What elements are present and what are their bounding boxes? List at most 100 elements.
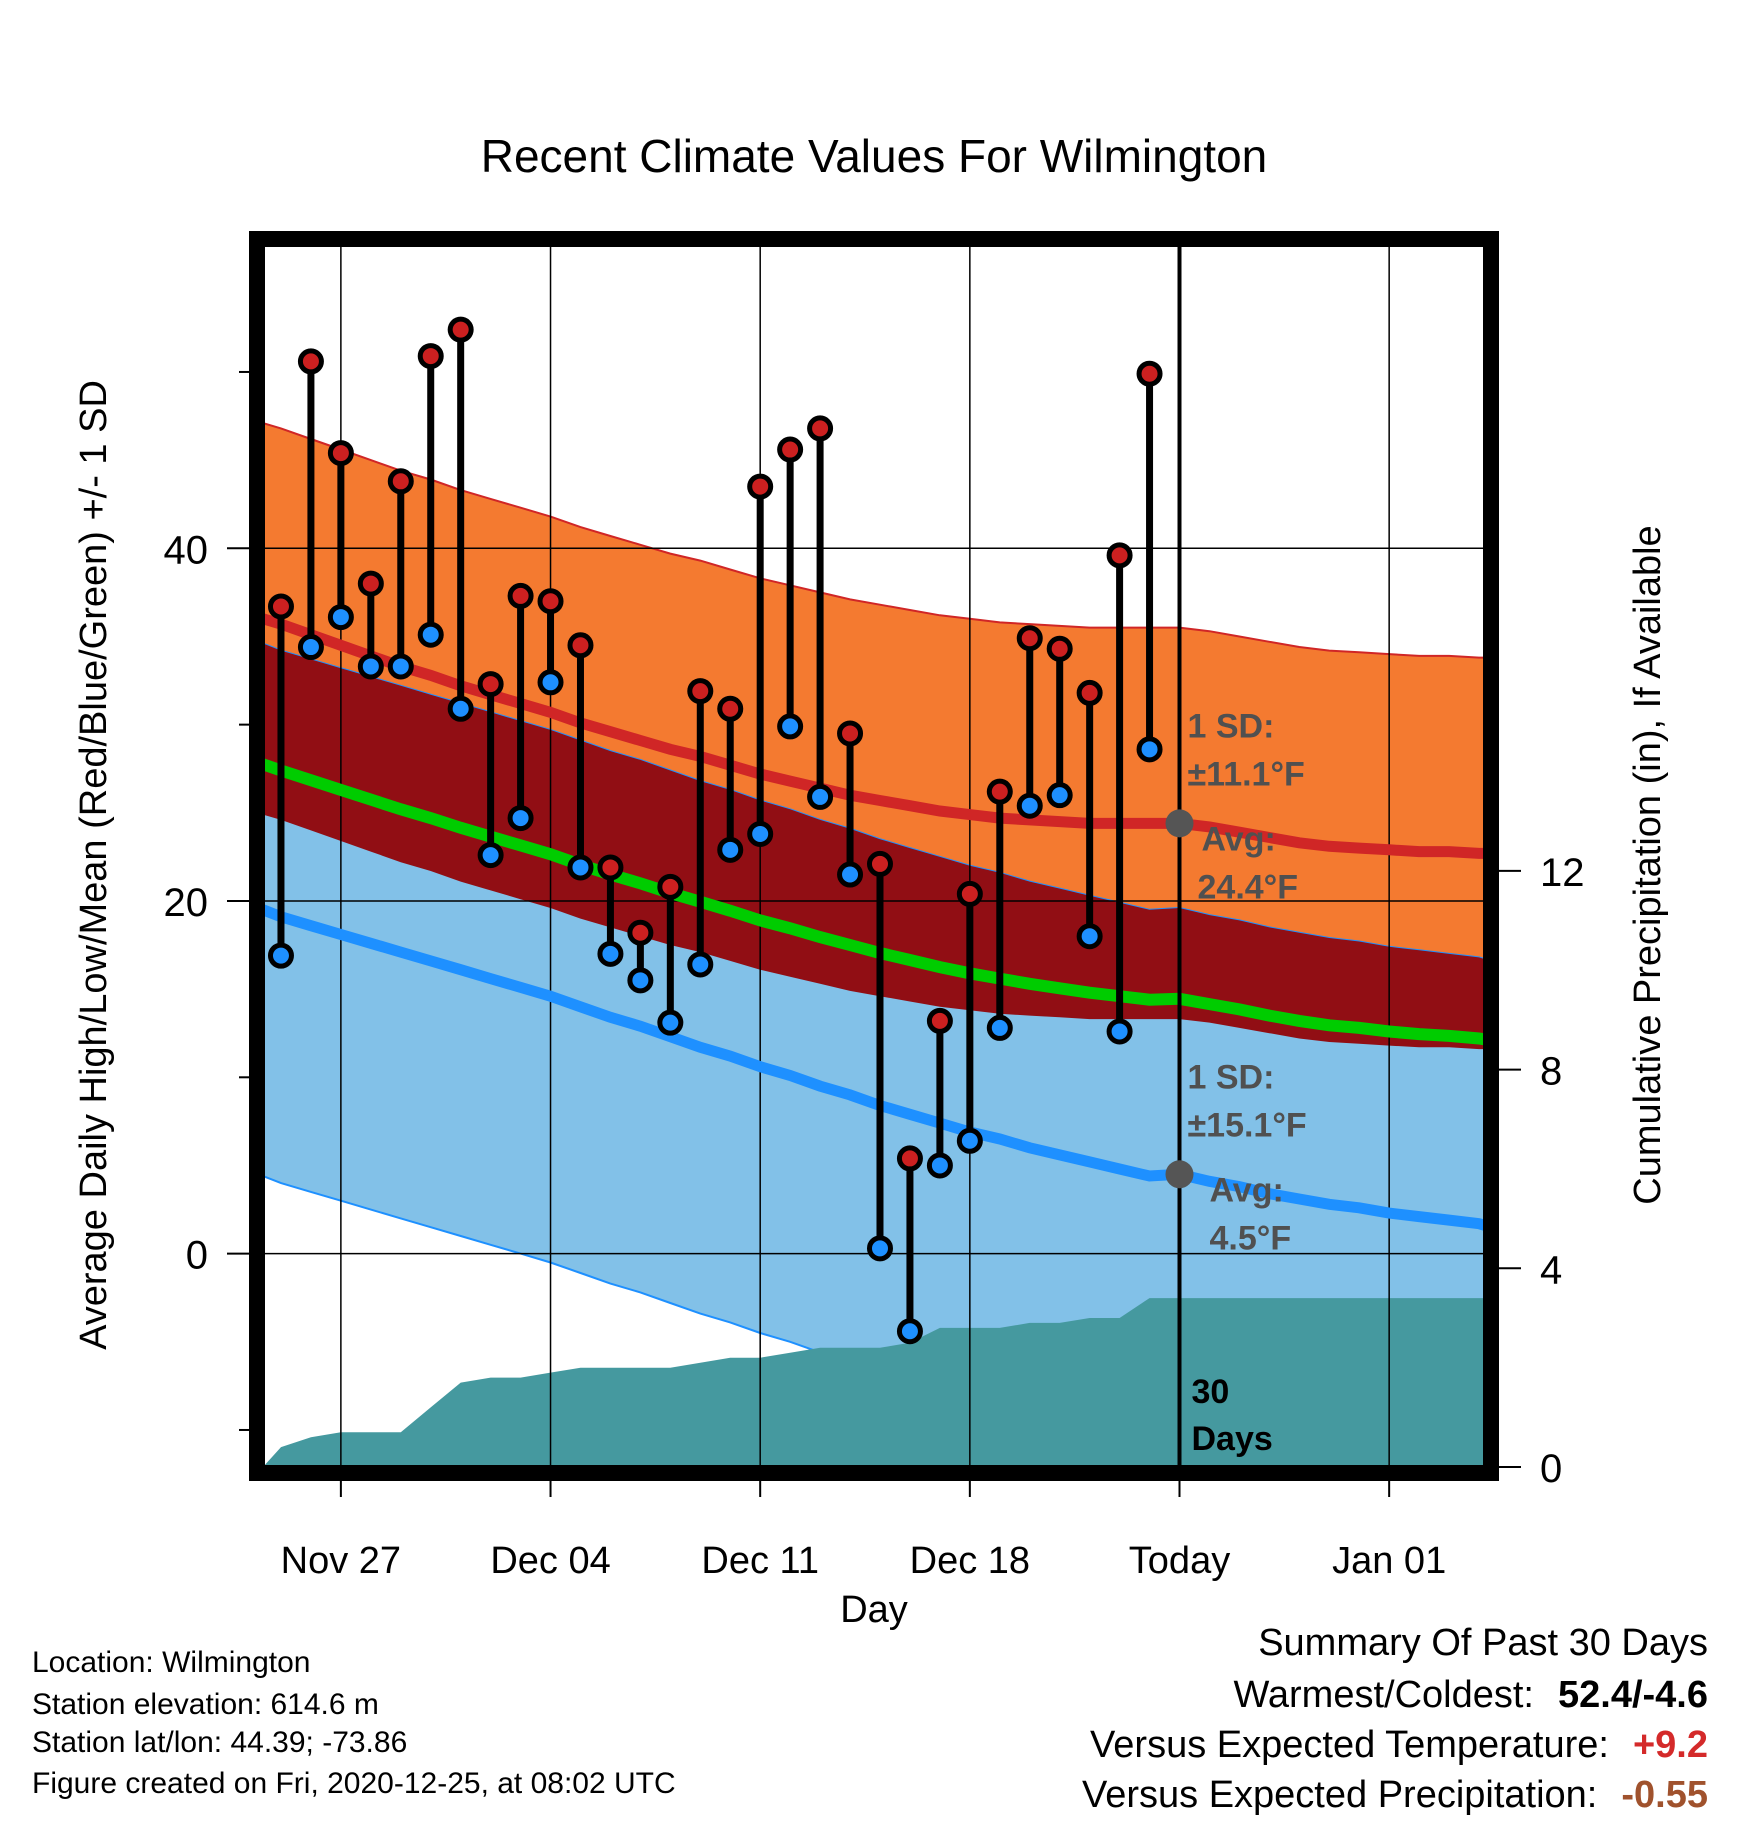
- observed-high-point: [597, 854, 624, 881]
- summary-precipitation: Versus Expected Precipitation: -0.55: [1082, 1776, 1708, 1814]
- x-axis-label: Day: [840, 1589, 908, 1631]
- summary-warm-cold: Warmest/Coldest: 52.4/-4.6: [1233, 1676, 1708, 1714]
- observed-high-point: [1136, 360, 1163, 387]
- observed-high-point: [657, 873, 684, 900]
- x-tick-label: Dec 11: [701, 1540, 819, 1582]
- y2-tick-label: 8: [1540, 1050, 1562, 1094]
- observed-low-point: [567, 854, 594, 881]
- observed-low-point: [597, 940, 624, 967]
- y-axis-ticks: 0 20 40: [164, 370, 249, 1431]
- observed-low-point: [357, 653, 384, 680]
- observed-low-point: [986, 1014, 1013, 1041]
- observed-high-point: [956, 880, 983, 907]
- observed-high-point: [477, 671, 504, 698]
- x-tick-label: Today: [1129, 1540, 1230, 1582]
- low-avg-label: Avg:: [1210, 1171, 1284, 1209]
- observed-low-point: [477, 842, 504, 869]
- observed-high-point: [687, 678, 714, 705]
- observed-low-point: [387, 653, 414, 680]
- observed-high-point: [327, 440, 354, 467]
- observed-high-point: [627, 919, 654, 946]
- observed-range-bars: [267, 316, 1163, 1345]
- observed-low-point: [327, 604, 354, 631]
- y-tick-label: 20: [164, 881, 209, 925]
- observed-low-point: [1076, 923, 1103, 950]
- observed-high-point: [1016, 625, 1043, 652]
- observed-high-point: [507, 582, 534, 609]
- x-tick-label: Dec 04: [490, 1540, 610, 1582]
- observed-low-point: [687, 951, 714, 978]
- precip-label: Versus Expected Precipitation:: [1081, 1774, 1598, 1816]
- observed-high-point: [417, 343, 444, 370]
- temp-value: +9.2: [1632, 1724, 1708, 1766]
- y-tick-label: 0: [186, 1234, 208, 1278]
- observed-low-point: [447, 695, 474, 722]
- latlon-text: Station lat/lon: 44.39; -73.86: [32, 1726, 408, 1759]
- observed-low-point: [297, 634, 324, 661]
- normal-high-avg-dot: [1165, 809, 1194, 838]
- x-tick-label: Dec 18: [910, 1540, 1030, 1582]
- x-tick-label: Jan 01: [1332, 1540, 1446, 1582]
- observed-low-point: [1016, 792, 1043, 819]
- observed-high-point: [567, 632, 594, 659]
- plot-frame: [249, 231, 1499, 1481]
- observed-high-point: [807, 415, 834, 442]
- observed-high-point: [1106, 542, 1133, 569]
- location-text: Location: Wilmington: [32, 1646, 311, 1679]
- y2-axis-label: Cumulative Precipitation (in), If Availa…: [1627, 525, 1669, 1204]
- observed-low-point: [926, 1152, 953, 1179]
- observed-low-point: [837, 861, 864, 888]
- observed-low-point: [537, 669, 564, 696]
- temp-label: Versus Expected Temperature:: [1090, 1724, 1609, 1766]
- observed-high-point: [537, 588, 564, 615]
- observed-low-point: [896, 1318, 923, 1345]
- observed-low-point: [866, 1235, 893, 1262]
- y2-axis-ticks: 0 4 8 12: [1499, 851, 1585, 1491]
- observed-high-point: [747, 473, 774, 500]
- high-sd-label: 1 SD:: [1188, 707, 1275, 745]
- summary-title: Summary Of Past 30 Days: [1258, 1622, 1708, 1664]
- observed-low-point: [956, 1127, 983, 1154]
- y-axis-label: Average Daily High/Low/Mean (Red/Blue/Gr…: [73, 380, 115, 1350]
- observed-low-point: [1136, 736, 1163, 763]
- observed-high-point: [1076, 679, 1103, 706]
- high-avg-label: Avg:: [1202, 820, 1276, 858]
- chart-title: Recent Climate Values For Wilmington: [481, 130, 1268, 182]
- days-count-label: 30: [1192, 1373, 1230, 1411]
- created-text: Figure created on Fri, 2020-12-25, at 08…: [32, 1767, 676, 1800]
- high-sd-value: ±11.1°F: [1188, 755, 1305, 793]
- x-tick-label: Nov 27: [281, 1540, 401, 1582]
- observed-low-point: [777, 713, 804, 740]
- low-avg-value: 4.5°F: [1210, 1219, 1292, 1257]
- y-tick-label: 40: [164, 528, 209, 572]
- observed-low-point: [1046, 782, 1073, 809]
- y2-tick-label: 0: [1540, 1447, 1562, 1491]
- low-sd-value: ±15.1°F: [1188, 1106, 1307, 1144]
- summary-temperature: Versus Expected Temperature: +9.2: [1090, 1726, 1708, 1764]
- observed-high-point: [447, 316, 474, 343]
- observed-high-point: [357, 570, 384, 597]
- observed-high-point: [866, 850, 893, 877]
- observed-low-point: [507, 805, 534, 832]
- precip-value: -0.55: [1621, 1774, 1708, 1816]
- y2-tick-label: 12: [1540, 851, 1585, 895]
- x-axis-ticks: Nov 27 Dec 04 Dec 11 Dec 18 Today Jan 01: [281, 1481, 1446, 1582]
- observed-low-point: [627, 967, 654, 994]
- observed-high-point: [267, 593, 294, 620]
- warm-cold-label: Warmest/Coldest:: [1233, 1674, 1534, 1716]
- y2-tick-label: 4: [1540, 1248, 1562, 1292]
- observed-high-point: [297, 348, 324, 375]
- observed-low-point: [1106, 1018, 1133, 1045]
- observed-low-point: [807, 783, 834, 810]
- observed-high-point: [387, 468, 414, 495]
- observed-high-point: [717, 695, 744, 722]
- days-word-label: Days: [1192, 1420, 1273, 1458]
- low-sd-label: 1 SD:: [1188, 1058, 1275, 1096]
- high-avg-value: 24.4°F: [1198, 868, 1299, 906]
- normal-low-avg-dot: [1165, 1160, 1194, 1189]
- observed-low-point: [267, 942, 294, 969]
- observed-high-point: [837, 720, 864, 747]
- observed-low-point: [417, 621, 444, 648]
- elevation-text: Station elevation: 614.6 m: [32, 1688, 379, 1721]
